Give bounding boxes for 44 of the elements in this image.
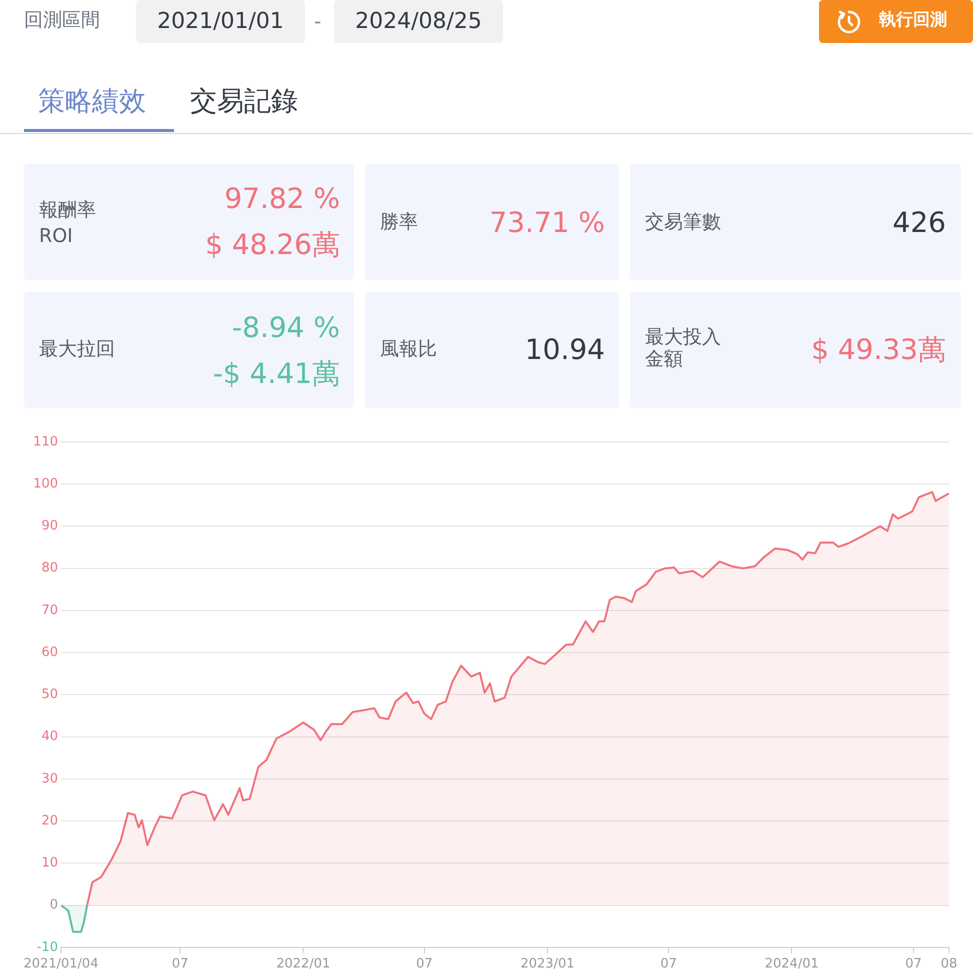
- y-tick-label: 80: [41, 560, 58, 576]
- text: 2024/08/25: [354, 9, 483, 34]
- text: -: [314, 9, 322, 33]
- y-tick-label: 60: [41, 644, 58, 660]
- x-tick-label: 2024/01: [764, 956, 819, 972]
- text: $ 48.26萬: [205, 228, 340, 262]
- x-tick-label: 08: [940, 956, 958, 972]
- text: 執行回測: [879, 10, 947, 31]
- y-tick-label: -10: [36, 940, 58, 955]
- text: ROI: [39, 225, 73, 248]
- text: -8.94 %: [232, 311, 340, 344]
- text: -$ 4.41萬: [212, 357, 340, 390]
- y-tick-label: 20: [41, 813, 58, 828]
- text: 回測區間: [24, 9, 100, 32]
- text: 10.94: [524, 333, 605, 366]
- x-tick-label: 07: [660, 956, 677, 972]
- x-tick-label: 07: [416, 956, 433, 972]
- text: 97.82 %: [224, 182, 340, 216]
- text: 風報比: [380, 338, 437, 361]
- x-tick-label: 2021/01/04: [24, 956, 98, 972]
- text: $ 49.33萬: [811, 333, 946, 366]
- text: 策略績效: [38, 86, 146, 118]
- text: 報酬率: [39, 199, 96, 222]
- y-tick-label: 40: [41, 729, 58, 744]
- y-tick-label: 10: [41, 856, 58, 871]
- text: 73.71 %: [489, 206, 605, 240]
- x-tick-label: 07: [172, 956, 188, 972]
- y-tick-label: 110: [33, 434, 58, 450]
- y-tick-label: 90: [41, 518, 58, 534]
- text: 勝率: [380, 211, 418, 234]
- text: 最大投入金額: [645, 326, 722, 371]
- y-tick-label: 0: [50, 898, 58, 913]
- x-tick-label: 2022/01: [276, 956, 330, 972]
- y-tick-label: 100: [33, 476, 58, 492]
- y-tick-label: 70: [41, 602, 58, 618]
- text: 426: [892, 206, 946, 240]
- y-tick-label: 50: [41, 687, 58, 702]
- x-tick-label: 2023/01: [520, 956, 574, 972]
- text: 交易記錄: [190, 86, 298, 118]
- text: 2021/01/01: [156, 9, 285, 34]
- text: 交易筆數: [645, 211, 721, 234]
- x-tick-label: 07: [905, 956, 922, 972]
- text: 最大拉回: [39, 338, 115, 361]
- y-tick-label: 30: [41, 771, 58, 786]
